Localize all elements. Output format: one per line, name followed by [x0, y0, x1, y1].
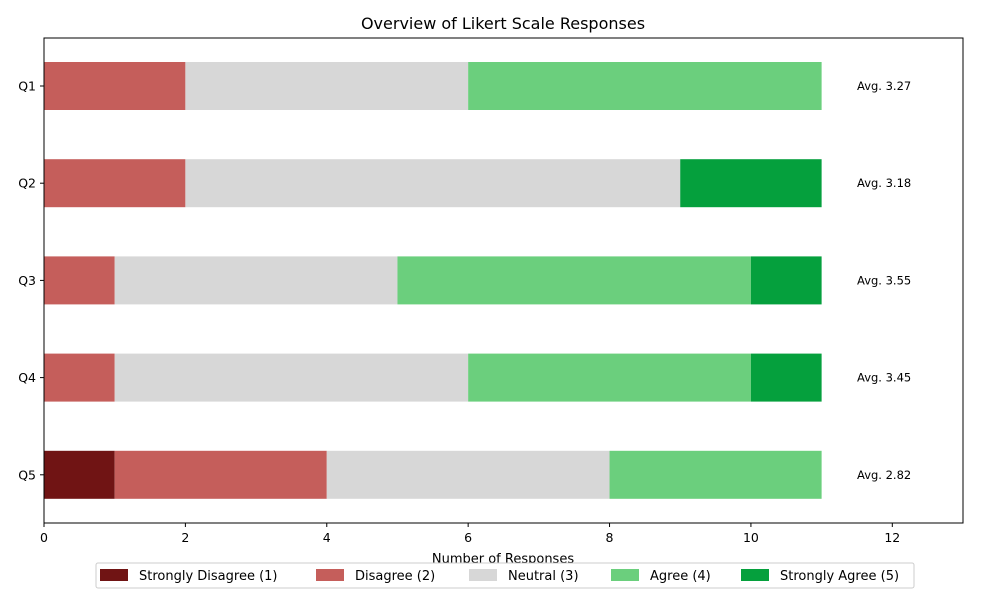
- average-annotations: Avg. 3.27 Avg. 3.18 Avg. 3.55 Avg. 3.45 Avg.…: [857, 79, 911, 482]
- y-tick-label: Q4: [18, 370, 36, 385]
- bar-q3-series-4: [397, 256, 751, 305]
- bar-q1-series-4: [468, 62, 822, 110]
- bar-q3-series-2: [44, 256, 115, 305]
- y-tick-label: Q5: [18, 467, 36, 482]
- y-tick-label: Q3: [18, 273, 36, 288]
- average-label: Avg. 3.18: [857, 176, 911, 190]
- x-tick-label: 2: [181, 530, 189, 545]
- x-tick-label: 12: [884, 530, 900, 545]
- legend-box: [95, 562, 915, 589]
- legend-label: Agree (4): [650, 569, 711, 584]
- bar-q5-series-1: [44, 450, 115, 499]
- average-label: Avg. 2.82: [857, 468, 911, 482]
- average-label: Avg. 3.27: [857, 79, 911, 93]
- bars-layer: [44, 62, 822, 499]
- average-label: Avg. 3.55: [857, 273, 911, 287]
- bar-q4-series-5: [750, 353, 822, 402]
- y-tick-label: Q1: [18, 79, 36, 94]
- legend-label: Strongly Disagree (1): [139, 569, 278, 584]
- bar-q5-series-4: [609, 450, 822, 499]
- bar-q5-series-3: [326, 450, 610, 499]
- bar-q2-series-5: [680, 159, 822, 208]
- bar-q2-series-2: [44, 159, 186, 208]
- legend-swatch: [100, 569, 128, 581]
- bar-q2-series-3: [185, 159, 681, 208]
- bar-q1-series-3: [185, 62, 469, 110]
- x-tick-label: 0: [40, 530, 48, 545]
- y-tick-label: Q2: [18, 176, 36, 191]
- x-axis: 0 2 4 6 8 10 12: [40, 523, 900, 545]
- x-tick-label: 8: [606, 530, 614, 545]
- bar-q4-series-2: [44, 353, 115, 402]
- legend-swatch: [469, 569, 497, 581]
- bar-q4-series-3: [114, 353, 469, 402]
- bar-q5-series-2: [114, 450, 327, 499]
- bar-q4-series-4: [468, 353, 751, 402]
- bar-q3-series-3: [114, 256, 398, 305]
- legend-label: Disagree (2): [355, 569, 435, 584]
- legend-swatch: [741, 569, 769, 581]
- y-axis: Q1 Q2 Q3 Q4 Q5: [18, 79, 44, 482]
- chart-title: Overview of Likert Scale Responses: [361, 14, 645, 33]
- x-tick-label: 4: [323, 530, 331, 545]
- bar-q1-series-2: [44, 62, 186, 110]
- legend-label: Strongly Agree (5): [780, 569, 899, 584]
- average-label: Avg. 3.45: [857, 371, 911, 385]
- x-tick-label: 6: [464, 530, 472, 545]
- bar-q3-series-5: [750, 256, 822, 305]
- legend-swatch: [611, 569, 639, 581]
- legend-swatch: [316, 569, 344, 581]
- legend: Strongly Disagree (1) Disagree (2) Neutral…: [95, 562, 915, 589]
- x-tick-label: 10: [743, 530, 759, 545]
- legend-label: Neutral (3): [508, 569, 579, 584]
